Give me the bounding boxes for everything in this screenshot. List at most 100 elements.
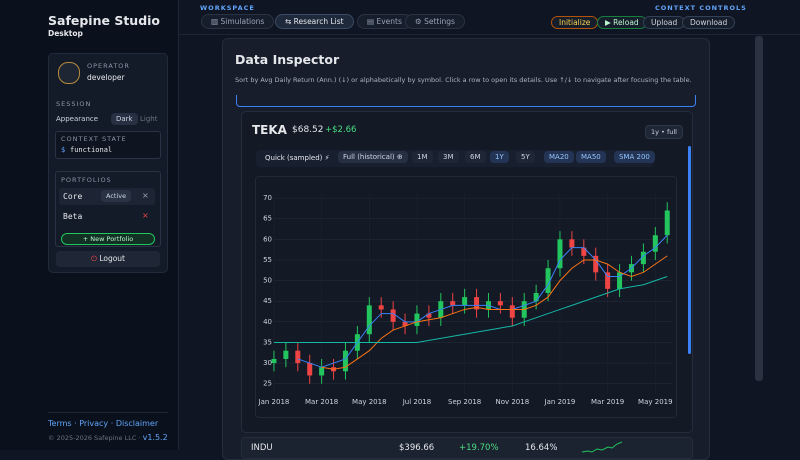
- candle-body: [617, 272, 623, 289]
- candlestick-chart: 25 30 35 40 45 50 55 60 65 70 Jan 2018 Mar 2018 May …: [258, 194, 673, 406]
- sidebar: Safepine Studio Desktop OPERATOR develop…: [0, 0, 179, 450]
- context-label: CONTEXT STATE: [61, 135, 127, 143]
- y-tick-label: 30: [263, 359, 272, 367]
- tab[interactable]: ⚙ Settings: [405, 14, 465, 29]
- candle-body: [545, 268, 551, 293]
- y-tick-label: 35: [263, 338, 272, 346]
- panel-title: Data Inspector: [235, 52, 340, 67]
- x-tick-label: May 2019: [638, 398, 673, 406]
- y-tick-label: 25: [263, 380, 272, 388]
- workspace-label: WORKSPACE: [200, 4, 255, 12]
- link[interactable]: Disclaimer: [115, 419, 159, 428]
- ma-line: [297, 234, 668, 368]
- logout-button[interactable]: ⏻ Logout: [56, 251, 160, 267]
- x-tick-label: Mar 2019: [591, 398, 624, 406]
- copyright-text: © 2025-2026 Safepine LLC ·: [48, 434, 141, 442]
- ma-line: [321, 255, 668, 370]
- tab-text: Events: [376, 17, 402, 26]
- candle-body: [295, 350, 301, 364]
- x-tick-label: Nov 2018: [495, 398, 529, 406]
- avatar: [58, 62, 80, 84]
- candle-body: [271, 358, 277, 364]
- candle-body: [342, 350, 348, 372]
- portfolio-name[interactable]: Beta: [63, 212, 83, 221]
- candle-body: [509, 305, 515, 318]
- footer-divider: [48, 412, 168, 413]
- portfolio-row[interactable]: Core Active ×: [59, 188, 155, 205]
- y-tick-label: 60: [263, 235, 272, 243]
- row-symbol: INDU: [251, 443, 273, 453]
- detail-card: TEKA $68.52 +$2.66 1y • full Quick (samp…: [241, 111, 693, 433]
- sidebar-card: OPERATOR developer SESSION Appearance Da…: [48, 53, 168, 273]
- candle-body: [664, 210, 670, 236]
- candle-body: [640, 251, 646, 265]
- version: v1.5.2: [142, 433, 168, 442]
- candle-body: [402, 321, 408, 326]
- link[interactable]: Privacy: [79, 419, 109, 428]
- candle-body: [557, 239, 563, 269]
- mode-quick[interactable]: Quick (sampled) ⚡: [265, 154, 330, 162]
- x-tick-label: Sep 2018: [448, 398, 481, 406]
- y-tick-label: 45: [263, 297, 272, 305]
- y-tick-label: 65: [263, 215, 272, 223]
- remove-button[interactable]: ×: [142, 191, 149, 200]
- ma-line: [273, 276, 668, 343]
- candle-body: [414, 313, 420, 326]
- x-tick-label: Jul 2018: [402, 398, 432, 406]
- remove-button[interactable]: ×: [142, 211, 149, 220]
- tab-text: Research List: [293, 17, 344, 26]
- candle-body: [450, 301, 456, 306]
- candle-body: [426, 313, 432, 318]
- candle-body: [593, 255, 599, 273]
- range-button[interactable]: 5Y: [516, 151, 535, 163]
- page-scrollbar[interactable]: [755, 36, 763, 381]
- range-button[interactable]: 3M: [438, 151, 459, 163]
- range-button[interactable]: 1M: [412, 151, 433, 163]
- y-tick-label: 40: [263, 318, 272, 326]
- brand-subtitle: Desktop: [48, 29, 83, 38]
- candle-body: [497, 301, 503, 306]
- candle-body: [366, 305, 372, 335]
- candle-body: [581, 247, 587, 256]
- x-tick-label: Jan 2019: [544, 398, 576, 406]
- download-button[interactable]: Download: [682, 16, 736, 29]
- candle-body: [569, 239, 575, 248]
- context-box: CONTEXT STATE $ functional: [55, 131, 161, 159]
- panel-description: Sort by Avg Daily Return (Ann.) (↓) or a…: [235, 76, 692, 84]
- logout-icon: ⏻: [90, 254, 100, 263]
- separator: ·: [74, 419, 77, 428]
- row-vol: 16.64%: [525, 443, 558, 453]
- price: $68.52: [292, 125, 324, 135]
- range-button[interactable]: 6M: [465, 151, 486, 163]
- link[interactable]: Terms: [48, 419, 72, 428]
- range-button-active[interactable]: 1Y: [490, 151, 509, 163]
- theme-light[interactable]: Light: [140, 115, 158, 123]
- mode-full[interactable]: Full (historical) ⊕: [338, 151, 408, 163]
- candle-body: [474, 297, 480, 310]
- ma-toggle[interactable]: MA20: [544, 151, 574, 163]
- tab[interactable]: ▤ Events: [357, 14, 412, 29]
- candle-body: [307, 363, 313, 376]
- candle-body: [390, 309, 396, 322]
- context-state: functional: [70, 146, 113, 154]
- ma-toggle[interactable]: MA50: [576, 151, 606, 163]
- candle-body: [378, 305, 384, 310]
- candle-body: [605, 272, 611, 289]
- selected-row[interactable]: [236, 95, 696, 107]
- context-prompt: $: [61, 146, 66, 154]
- candle-body: [319, 367, 325, 376]
- new-portfolio-button[interactable]: + New Portfolio: [61, 233, 155, 245]
- portfolio-name: Core: [63, 192, 83, 201]
- candle-body: [462, 297, 468, 306]
- theme-dark[interactable]: Dark: [111, 113, 138, 125]
- tab-active[interactable]: ⇆ Research List: [275, 14, 354, 29]
- tab[interactable]: ▨ Simulations: [201, 14, 275, 29]
- card-scrollbar[interactable]: [688, 146, 691, 354]
- active-badge: Active: [101, 190, 132, 202]
- y-tick-label: 55: [263, 256, 272, 264]
- candle-body: [283, 350, 289, 359]
- tab-text: Simulations: [220, 17, 265, 26]
- topbar: WORKSPACE ▨ Simulations ⇆ Research List …: [179, 0, 800, 35]
- x-tick-label: May 2018: [352, 398, 387, 406]
- ma-toggle[interactable]: SMA 200: [614, 151, 655, 163]
